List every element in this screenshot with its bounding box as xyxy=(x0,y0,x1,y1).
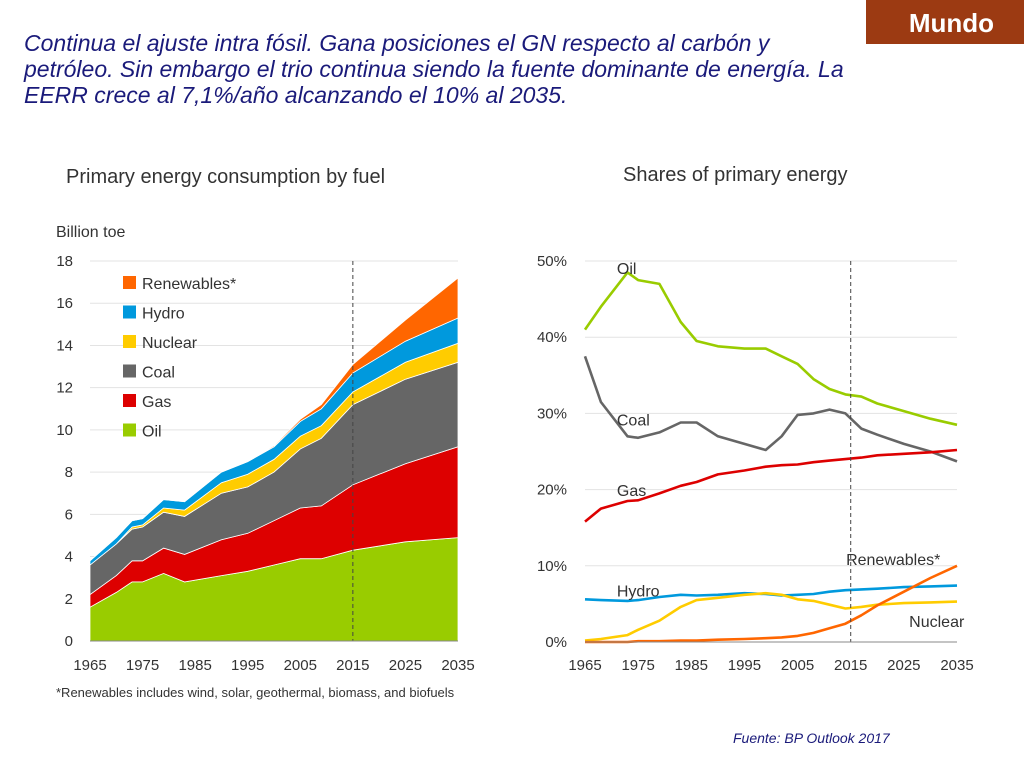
legend-swatch-coal xyxy=(123,364,136,378)
shares-y-tick-label: 50% xyxy=(537,253,567,270)
shares-line-gas xyxy=(584,448,958,523)
legend-label-coal: Coal xyxy=(142,365,175,382)
consumption-y-tick-label: 8 xyxy=(65,464,73,481)
shares-label-coal: Coal xyxy=(617,413,650,430)
consumption-legend: Renewables* Hydro Nuclear Coal Gas Oil xyxy=(123,276,236,441)
shares-x-tick-label: 2005 xyxy=(781,657,814,674)
shares-line-renewables xyxy=(585,564,958,644)
shares-lines xyxy=(583,271,958,644)
shares-line-labels: Oil Coal Gas Hydro Nuclear Renewables* xyxy=(617,261,965,631)
consumption-x-tick-label: 2035 xyxy=(441,657,474,674)
source-note: Fuente: BP Outlook 2017 xyxy=(733,730,890,746)
consumption-x-tick-label: 1995 xyxy=(231,657,264,674)
consumption-chart: Primary energy consumption by fuel Billi… xyxy=(56,166,475,700)
consumption-y-tick-label: 2 xyxy=(65,591,73,608)
consumption-chart-title: Primary energy consumption by fuel xyxy=(66,166,385,188)
consumption-y-tick-label: 10 xyxy=(56,422,73,439)
shares-y-ticks: 0% 10% 20% 30% 40% 50% xyxy=(537,253,567,651)
consumption-x-tick-label: 1965 xyxy=(73,657,106,674)
consumption-x-tick-label: 2015 xyxy=(336,657,369,674)
shares-label-hydro: Hydro xyxy=(617,584,660,601)
shares-label-oil: Oil xyxy=(617,261,637,278)
shares-line-oil xyxy=(583,271,958,427)
shares-chart: Shares of primary energy 0% 10% 20% 30% 40% 5… xyxy=(537,164,974,674)
shares-chart-title: Shares of primary energy xyxy=(623,164,848,186)
region-badge: Mundo xyxy=(866,0,1024,44)
shares-label-nuclear: Nuclear xyxy=(909,614,965,631)
consumption-y-tick-label: 6 xyxy=(65,506,73,523)
consumption-y-tick-label: 0 xyxy=(65,633,73,650)
legend-label-hydro: Hydro xyxy=(142,306,185,323)
shares-x-tick-label: 1975 xyxy=(621,657,654,674)
legend-swatch-nuclear xyxy=(123,335,136,348)
consumption-y-tick-label: 16 xyxy=(56,295,73,312)
legend-label-gas: Gas xyxy=(142,394,171,411)
shares-y-tick-label: 10% xyxy=(537,558,567,575)
consumption-x-tick-label: 2025 xyxy=(389,657,422,674)
consumption-x-tick-label: 2005 xyxy=(284,657,317,674)
shares-x-tick-label: 1985 xyxy=(675,657,708,674)
legend-swatch-hydro xyxy=(123,305,136,319)
consumption-y-axis-label: Billion toe xyxy=(56,224,125,241)
legend-swatch-oil xyxy=(123,423,136,437)
shares-y-tick-label: 0% xyxy=(545,634,567,651)
shares-line-coal xyxy=(583,355,958,463)
shares-y-tick-label: 20% xyxy=(537,482,567,499)
legend-label-oil: Oil xyxy=(142,424,162,441)
consumption-area-renewables xyxy=(89,277,459,562)
shares-line-nuclear xyxy=(584,591,958,642)
consumption-x-ticks: 1965 1975 1985 1995 2005 2015 2025 2035 xyxy=(73,657,474,674)
consumption-y-ticks: 0 2 4 6 8 10 12 14 16 18 xyxy=(56,253,73,650)
consumption-y-tick-label: 4 xyxy=(65,549,73,566)
headline-text: Continua el ajuste intra fósil. Gana pos… xyxy=(24,30,844,108)
shares-x-tick-label: 1995 xyxy=(728,657,761,674)
legend-swatch-renewables xyxy=(123,276,136,289)
shares-y-tick-label: 30% xyxy=(537,405,567,422)
shares-x-ticks: 1965 1975 1985 1995 2005 2015 2025 2035 xyxy=(568,657,973,674)
shares-x-tick-label: 2025 xyxy=(887,657,920,674)
consumption-y-tick-label: 14 xyxy=(56,337,73,354)
consumption-x-tick-label: 1975 xyxy=(126,657,159,674)
shares-label-renewables: Renewables* xyxy=(846,552,940,569)
consumption-areas xyxy=(89,277,459,642)
consumption-y-tick-label: 18 xyxy=(56,253,73,270)
shares-x-tick-label: 2035 xyxy=(940,657,973,674)
shares-x-tick-label: 2015 xyxy=(834,657,867,674)
legend-label-renewables: Renewables* xyxy=(142,276,236,293)
consumption-y-tick-label: 12 xyxy=(56,380,73,397)
shares-label-gas: Gas xyxy=(617,483,646,500)
legend-swatch-gas xyxy=(123,394,136,407)
legend-label-nuclear: Nuclear xyxy=(142,335,198,352)
shares-y-tick-label: 40% xyxy=(537,329,567,346)
shares-x-tick-label: 1965 xyxy=(568,657,601,674)
renewables-footnote: *Renewables includes wind, solar, geothe… xyxy=(56,685,455,700)
consumption-x-tick-label: 1985 xyxy=(178,657,211,674)
